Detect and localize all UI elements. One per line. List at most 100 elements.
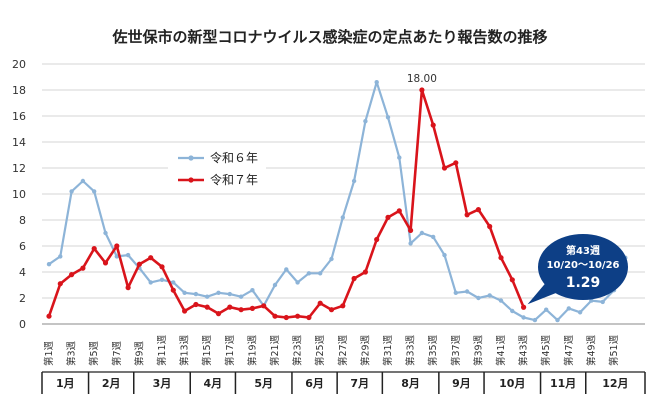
series-line <box>48 81 627 322</box>
data-point <box>295 280 300 285</box>
data-point <box>284 267 289 272</box>
x-tick-label: 第39週 <box>472 334 484 366</box>
chart-title: 佐世保市の新型コロナウイルス感染症の定点あたり報告数の推移 <box>111 28 547 46</box>
data-point <box>385 214 391 220</box>
month-label: 8月 <box>401 377 420 390</box>
x-tick-label: 第43週 <box>518 334 530 366</box>
data-point <box>419 87 425 93</box>
callout-bubble <box>538 234 628 300</box>
data-point <box>92 189 97 194</box>
data-point <box>69 272 75 278</box>
data-point <box>453 290 458 295</box>
data-point <box>159 264 165 270</box>
month-label: 5月 <box>254 377 273 390</box>
data-point <box>250 288 255 293</box>
data-point <box>532 317 538 323</box>
data-point <box>351 178 357 184</box>
data-point <box>328 307 335 313</box>
data-point <box>69 189 74 194</box>
x-tick-label: 第15週 <box>201 334 213 366</box>
data-point <box>227 304 233 310</box>
data-point <box>453 160 459 166</box>
data-point <box>306 271 312 276</box>
data-point <box>103 230 108 236</box>
data-point <box>464 212 470 218</box>
x-axis: 第1週 第3週 第5週 第7週 第9週 第11週 第13週 第15週 第17週 第19週 第21週第… <box>42 323 645 366</box>
data-point <box>215 311 222 317</box>
data-point <box>441 165 448 171</box>
x-tick-label: 第7週 <box>111 340 123 366</box>
data-point <box>295 313 301 319</box>
data-point <box>385 115 391 120</box>
data-point <box>57 281 63 287</box>
data-point <box>227 291 232 297</box>
data-point <box>408 241 413 246</box>
data-point <box>171 280 176 285</box>
data-point <box>521 315 526 320</box>
callout-week: 第43週 <box>566 244 600 257</box>
y-tick-label: 12 <box>12 162 26 175</box>
y-tick-label: 20 <box>12 58 26 71</box>
x-tick-label: 第35週 <box>427 334 439 366</box>
data-point <box>80 178 86 184</box>
data-point <box>170 287 176 293</box>
x-tick-label: 第17週 <box>224 334 236 366</box>
data-point <box>91 246 97 252</box>
data-point <box>204 304 210 310</box>
x-tick-label: 第45週 <box>540 334 552 366</box>
legend-marker <box>188 155 194 161</box>
y-tick-label: 16 <box>12 110 26 123</box>
data-point <box>475 207 481 213</box>
data-point <box>396 208 402 214</box>
data-point <box>193 291 199 297</box>
legend-box <box>168 143 266 191</box>
data-point <box>464 289 470 294</box>
data-point <box>431 234 436 240</box>
month-label: 12月 <box>602 377 628 390</box>
data-point <box>159 277 165 282</box>
month-label: 1月 <box>56 377 75 390</box>
data-point <box>58 254 63 259</box>
data-point <box>374 236 380 243</box>
data-point <box>182 290 187 295</box>
data-point <box>329 256 334 262</box>
x-tick-label: 第3週 <box>66 340 78 366</box>
data-point <box>487 293 492 298</box>
x-tick-label: 第1週 <box>43 340 55 366</box>
x-tick-label: 第21週 <box>269 334 281 366</box>
data-point <box>487 223 493 230</box>
data-point <box>80 265 86 271</box>
data-point <box>46 262 52 267</box>
x-tick-label: 第5週 <box>88 340 100 366</box>
x-tick-label: 第49週 <box>585 334 597 366</box>
x-tick-label: 第31週 <box>382 334 394 366</box>
data-point <box>46 313 52 319</box>
data-point <box>476 295 481 301</box>
y-tick-label: 14 <box>12 136 26 149</box>
data-point <box>272 313 278 319</box>
month-label: 7月 <box>350 377 369 390</box>
y-tick-label: 18 <box>12 84 26 97</box>
data-point <box>261 303 267 309</box>
x-tick-label: 第13週 <box>179 334 191 366</box>
data-point <box>577 310 583 315</box>
data-point <box>136 261 142 267</box>
data-point <box>555 317 560 323</box>
x-tick-label: 第27週 <box>337 334 349 366</box>
y-tick-label: 8 <box>19 214 26 227</box>
data-point <box>272 282 278 288</box>
series-lines <box>46 80 628 323</box>
data-point <box>249 305 255 311</box>
callout-dates: 10/20～10/26 <box>547 260 620 271</box>
data-point <box>238 307 244 313</box>
data-point <box>521 304 527 310</box>
month-label: 11月 <box>550 377 576 390</box>
data-point <box>102 260 109 266</box>
data-point <box>362 269 368 275</box>
data-point <box>125 252 131 258</box>
x-tick-label: 第23週 <box>292 334 304 366</box>
data-point <box>216 290 221 295</box>
data-point <box>340 215 345 220</box>
